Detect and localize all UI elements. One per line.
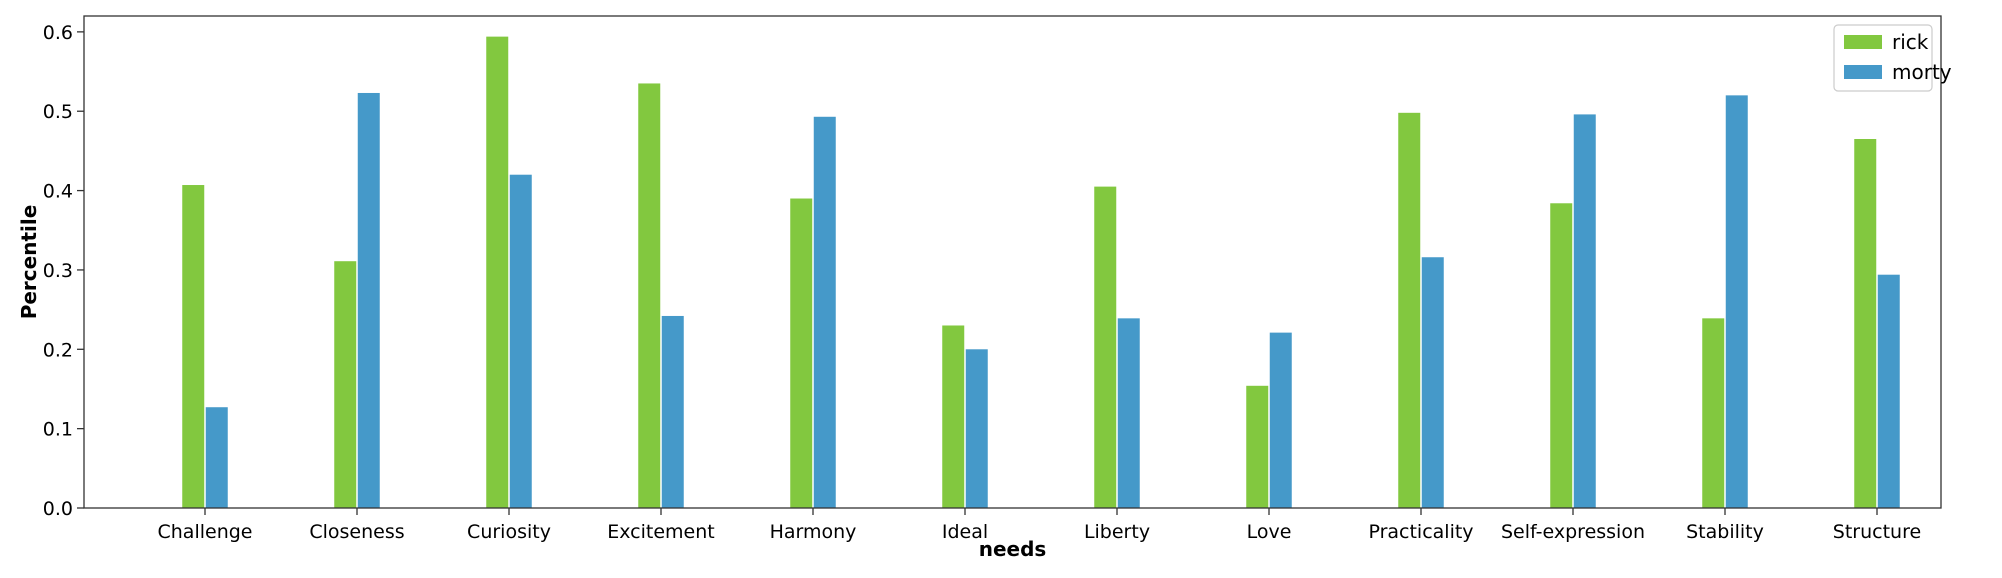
y-tick-label: 0.0 [43, 498, 73, 520]
bar-rick-ideal [942, 325, 965, 508]
bar-rick-challenge [182, 185, 205, 508]
legend-swatch-morty [1844, 65, 1882, 79]
y-tick-label: 0.4 [43, 181, 73, 203]
x-tick-label-love: Love [1247, 521, 1292, 543]
x-tick-label-structure: Structure [1833, 521, 1921, 543]
y-tick-label: 0.6 [43, 22, 73, 44]
bar-morty-curiosity [509, 174, 532, 509]
x-tick-label-self-expression: Self-expression [1501, 521, 1645, 543]
bar-morty-practicality [1421, 257, 1444, 508]
x-axis-label: needs [979, 537, 1047, 561]
y-tick-label: 0.3 [43, 260, 73, 282]
legend-label-morty: morty [1892, 60, 1952, 84]
x-tick-label-practicality: Practicality [1368, 521, 1473, 543]
y-tick-label: 0.2 [43, 339, 73, 361]
x-tick-label-challenge: Challenge [158, 521, 253, 543]
bar-morty-stability [1725, 95, 1748, 509]
bar-morty-harmony [813, 116, 836, 509]
y-axis-label: Percentile [17, 205, 41, 320]
x-axis: Challenge Closeness Curiosity Excitement Har… [158, 508, 1921, 543]
bar-rick-stability [1702, 318, 1725, 508]
bar-morty-excitement [661, 315, 684, 508]
x-tick-label-curiosity: Curiosity [467, 521, 551, 543]
y-tick-label: 0.5 [43, 101, 73, 123]
bar-rick-excitement [638, 83, 661, 509]
plot-area-frame [83, 15, 1942, 509]
bar-morty-liberty [1117, 318, 1140, 508]
bars-layer [182, 36, 1900, 509]
x-tick-label-stability: Stability [1686, 521, 1764, 543]
bar-rick-curiosity [486, 36, 509, 508]
x-tick-label-liberty: Liberty [1084, 521, 1150, 543]
x-tick-label-closeness: Closeness [309, 521, 404, 543]
legend: rick morty [1833, 24, 1952, 92]
bar-rick-practicality [1398, 112, 1421, 509]
x-tick-label-excitement: Excitement [607, 521, 714, 543]
bar-rick-harmony [790, 198, 813, 509]
bar-morty-closeness [357, 92, 380, 509]
bar-rick-structure [1854, 139, 1877, 508]
bar-morty-structure [1877, 274, 1900, 508]
x-tick-label-harmony: Harmony [770, 521, 857, 543]
bar-morty-self-expression [1573, 114, 1596, 509]
bar-rick-liberty [1094, 186, 1117, 508]
y-axis: 0.0 0.1 0.2 0.3 0.4 0.5 0.6 [43, 22, 84, 520]
bar-morty-challenge [205, 407, 228, 508]
x-tick-label-ideal: Ideal [942, 521, 988, 543]
legend-swatch-rick [1844, 35, 1882, 49]
y-tick-label: 0.1 [43, 419, 73, 441]
bar-morty-ideal [965, 349, 988, 508]
bar-rick-love [1246, 385, 1269, 508]
bar-rick-self-expression [1550, 203, 1573, 509]
bar-morty-love [1269, 332, 1292, 508]
bar-rick-closeness [334, 261, 357, 508]
legend-label-rick: rick [1892, 30, 1929, 54]
